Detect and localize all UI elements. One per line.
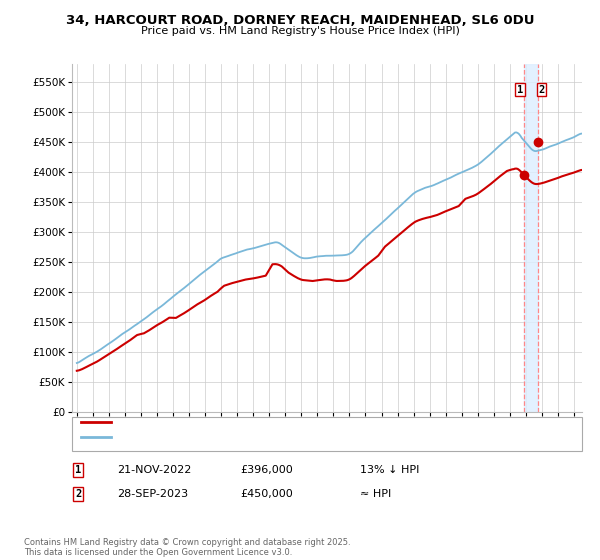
Text: 28-SEP-2023: 28-SEP-2023 [117,489,188,499]
Text: 21-NOV-2022: 21-NOV-2022 [117,465,191,475]
Text: £450,000: £450,000 [240,489,293,499]
Text: 34, HARCOURT ROAD, DORNEY REACH, MAIDENHEAD, SL6 0DU: 34, HARCOURT ROAD, DORNEY REACH, MAIDENH… [66,14,534,27]
Bar [524,64,538,412]
Text: ≈ HPI: ≈ HPI [360,489,391,499]
Text: HPI: Average price, semi-detached house, Buckinghamshire: HPI: Average price, semi-detached house,… [117,432,409,442]
Text: £396,000: £396,000 [240,465,293,475]
Text: 1: 1 [517,85,523,95]
Text: 2: 2 [539,85,545,95]
Text: Price paid vs. HM Land Registry's House Price Index (HPI): Price paid vs. HM Land Registry's House … [140,26,460,36]
Text: 34, HARCOURT ROAD, DORNEY REACH, MAIDENHEAD, SL6 0DU (semi-detached house): 34, HARCOURT ROAD, DORNEY REACH, MAIDENH… [117,417,543,427]
Text: Contains HM Land Registry data © Crown copyright and database right 2025.
This d: Contains HM Land Registry data © Crown c… [24,538,350,557]
Text: 1: 1 [75,465,81,475]
Text: 2: 2 [75,489,81,499]
Text: 13% ↓ HPI: 13% ↓ HPI [360,465,419,475]
